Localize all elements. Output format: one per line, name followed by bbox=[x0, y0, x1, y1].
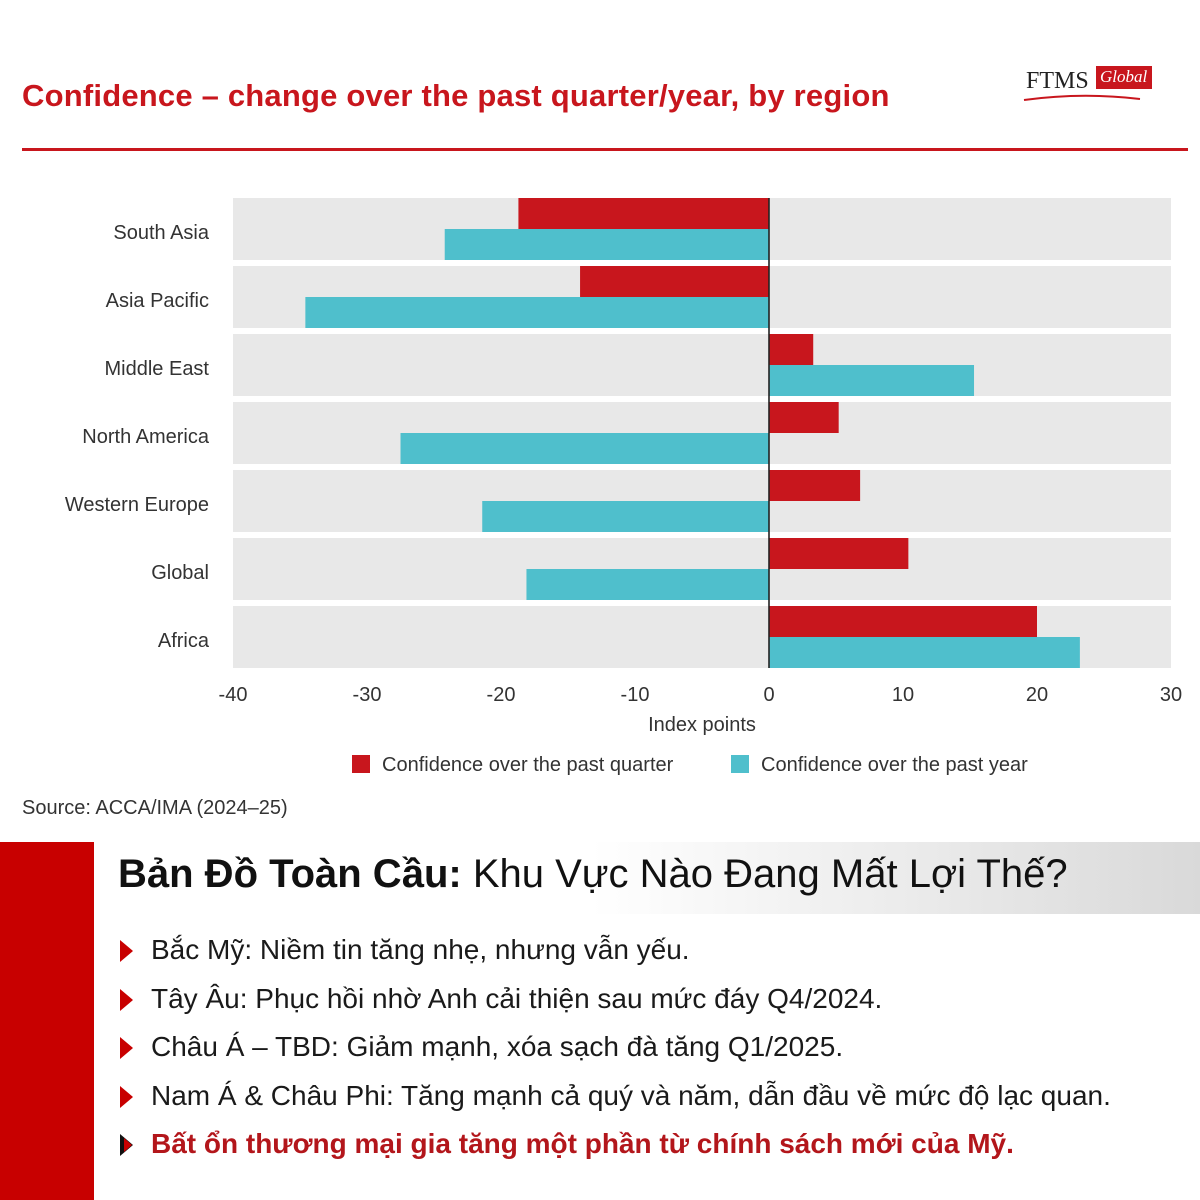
x-axis-label: Index points bbox=[648, 714, 756, 736]
bar-year bbox=[400, 433, 769, 464]
bar-quarter bbox=[580, 266, 769, 297]
bullet-item: Tây Âu: Phục hồi nhờ Anh cải thiện sau m… bbox=[118, 979, 1188, 1028]
summary-bullets: Bắc Mỹ: Niềm tin tăng nhẹ, nhưng vẫn yếu… bbox=[118, 930, 1188, 1173]
bullet-item: Châu Á – TBD: Giảm mạnh, xóa sạch đà tăn… bbox=[118, 1027, 1188, 1076]
bullet-text: Châu Á – TBD: Giảm mạnh, xóa sạch đà tăn… bbox=[151, 1031, 844, 1062]
bullet-item: Nam Á & Châu Phi: Tăng mạnh cả quý và nă… bbox=[118, 1076, 1188, 1125]
logo-wordmark: FTMS bbox=[1026, 68, 1089, 94]
ftms-global-logo: FTMS Global bbox=[1022, 60, 1172, 104]
x-tick-label: 10 bbox=[892, 684, 914, 706]
x-tick-label: 0 bbox=[763, 684, 774, 706]
bullet-text: Nam Á & Châu Phi: Tăng mạnh cả quý và nă… bbox=[151, 1079, 1111, 1111]
bar-chart: South Asia Asia Pacific Middle East North A… bbox=[65, 198, 1182, 736]
bar-year bbox=[769, 637, 1080, 668]
category-label: Western Europe bbox=[65, 494, 209, 516]
accent-block bbox=[0, 842, 94, 1200]
bullet-item: Bắc Mỹ: Niềm tin tăng nhẹ, nhưng vẫn yếu… bbox=[118, 930, 1188, 979]
bullet-text: Tây Âu: Phục hồi nhờ Anh cải thiện sau m… bbox=[151, 982, 883, 1014]
headline-band bbox=[94, 842, 1200, 914]
category-label: Africa bbox=[158, 630, 210, 652]
legend-swatch-year bbox=[731, 755, 749, 773]
legend-label-year: Confidence over the past year bbox=[761, 754, 1028, 776]
title-divider bbox=[22, 148, 1188, 151]
x-tick-label: -20 bbox=[487, 684, 516, 706]
bullet-item-highlight: Bất ổn thương mại gia tăng một phần từ c… bbox=[118, 1124, 1188, 1173]
bar-quarter bbox=[769, 402, 839, 433]
bar-year bbox=[482, 501, 769, 532]
bar-quarter bbox=[769, 470, 861, 501]
category-label: Asia Pacific bbox=[106, 290, 209, 312]
x-tick-label: -30 bbox=[353, 684, 382, 706]
chart-title: Confidence – change over the past quarte… bbox=[22, 78, 890, 113]
bar-year bbox=[444, 229, 769, 260]
bar-year bbox=[526, 569, 769, 600]
legend-item-year: Confidence over the past year bbox=[731, 754, 1028, 777]
category-label: Global bbox=[151, 562, 209, 584]
bullet-arrow-icon bbox=[120, 1037, 133, 1059]
bar-quarter bbox=[769, 606, 1037, 637]
bar-year bbox=[305, 297, 769, 328]
legend-label-quarter: Confidence over the past quarter bbox=[382, 754, 674, 776]
category-band bbox=[233, 334, 1171, 396]
category-label: Middle East bbox=[105, 358, 210, 380]
x-tick-label: -40 bbox=[219, 684, 248, 706]
x-tick-label: -10 bbox=[621, 684, 650, 706]
source-note: Source: ACCA/IMA (2024–25) bbox=[22, 797, 288, 819]
bullet-arrow-icon bbox=[120, 1085, 133, 1108]
x-tick-label: 30 bbox=[1160, 684, 1182, 706]
headline-rest: Khu Vực Nào Đang Mất Lợi Thế? bbox=[461, 852, 1068, 896]
logo-swoosh-icon bbox=[1023, 94, 1141, 101]
summary-headline: Bản Đồ Toàn Cầu: Khu Vực Nào Đang Mất Lợ… bbox=[118, 852, 1068, 897]
bar-quarter bbox=[518, 198, 769, 229]
bullet-text: Bất ổn thương mại gia tăng một phần từ c… bbox=[151, 1128, 1014, 1159]
category-label: North America bbox=[82, 426, 210, 448]
x-tick-label: 20 bbox=[1026, 684, 1048, 706]
bullet-arrow-icon bbox=[120, 940, 133, 962]
bullet-arrow-icon bbox=[120, 988, 133, 1011]
category-label: South Asia bbox=[113, 222, 210, 244]
bullet-arrow-icon bbox=[120, 1134, 133, 1156]
bar-quarter bbox=[769, 334, 814, 365]
bar-year bbox=[769, 365, 975, 396]
bullet-text: Bắc Mỹ: Niềm tin tăng nhẹ, nhưng vẫn yếu… bbox=[151, 934, 690, 965]
legend-swatch-quarter bbox=[352, 755, 370, 773]
legend-item-quarter: Confidence over the past quarter bbox=[352, 754, 673, 777]
logo-accent: Global bbox=[1096, 66, 1153, 89]
bar-quarter bbox=[769, 538, 909, 569]
headline-bold: Bản Đồ Toàn Cầu: bbox=[118, 852, 462, 896]
